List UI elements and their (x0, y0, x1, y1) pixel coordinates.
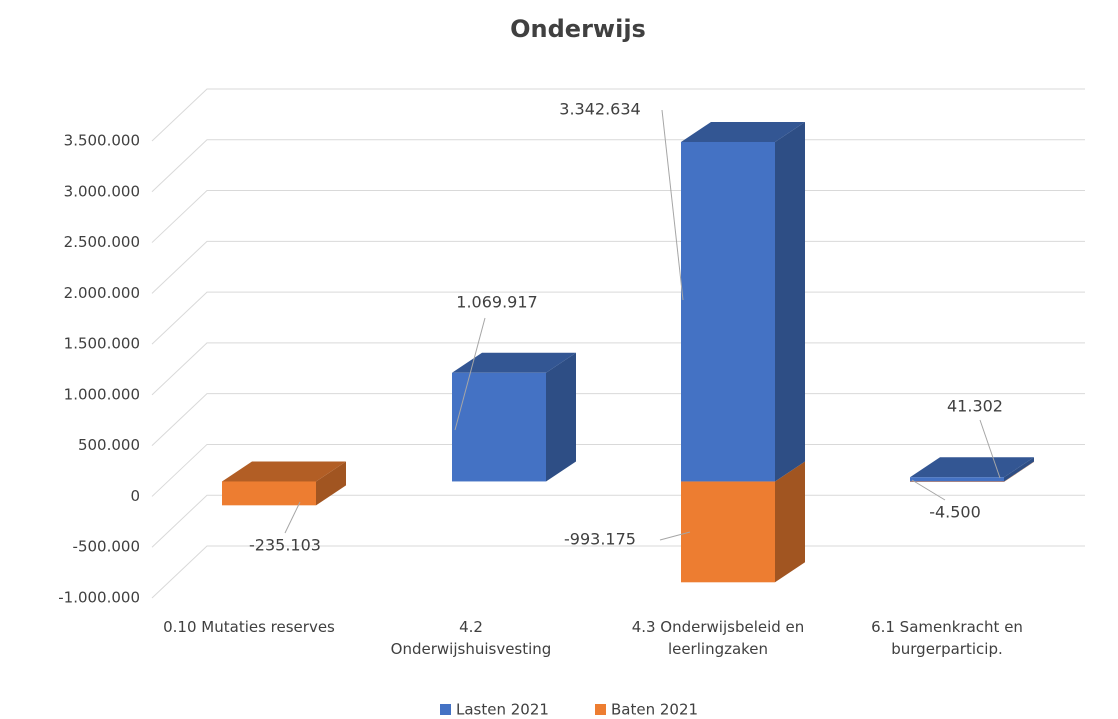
value-label: 1.069.917 (456, 293, 537, 312)
x-tick-label: 6.1 Samenkracht en burgerparticip. (871, 618, 1023, 658)
grid-line (151, 240, 1085, 294)
grid-line (151, 291, 1085, 345)
bar (910, 481, 1004, 482)
bar-side (316, 461, 346, 506)
grid-line (151, 342, 1085, 396)
grid-line (151, 139, 1085, 193)
bar (681, 141, 775, 482)
leader-line (661, 109, 684, 301)
bar (681, 481, 775, 583)
legend-swatch (440, 704, 451, 715)
y-tick-label: 1.000.000 (64, 385, 140, 403)
y-tick-label: -500.000 (73, 538, 140, 556)
bar-top (681, 121, 805, 142)
bar-side (1004, 461, 1034, 482)
bar-side (775, 461, 805, 583)
bar (910, 477, 1004, 482)
grid-line (151, 393, 1085, 447)
y-tick-label: 3.500.000 (64, 132, 140, 150)
bar-top (452, 352, 576, 373)
grid-line (151, 190, 1085, 243)
x-tick-label: 4.3 Onderwijsbeleid en leerlingzaken (631, 618, 805, 658)
y-tick-label: 500.000 (78, 436, 140, 454)
chart-title: Onderwijs (510, 15, 646, 43)
y-tick-label: 1.500.000 (64, 335, 140, 353)
leader-line (979, 419, 1001, 479)
x-tick-label: 4.2 Onderwijshuisvesting (390, 618, 552, 658)
bar-side (546, 352, 576, 482)
bar-top (910, 457, 1034, 478)
value-label: 41.302 (947, 397, 1003, 416)
bar-side (1004, 457, 1034, 482)
y-tick-label: 0 (130, 487, 140, 505)
y-tick-label: 2.000.000 (64, 284, 140, 302)
y-tick-label: 2.500.000 (64, 233, 140, 251)
value-label: -993.175 (564, 530, 636, 549)
leader-line (454, 317, 486, 431)
y-tick-label: 3.000.000 (64, 182, 140, 200)
value-label: 3.342.634 (559, 100, 640, 119)
y-tick-label: -1.000.000 (58, 589, 140, 607)
value-label: -235.103 (249, 536, 321, 555)
x-tick-label: 0.10 Mutaties reserves (163, 618, 335, 636)
bar (222, 481, 316, 506)
leader-line (659, 531, 691, 541)
legend-label: Baten 2021 (611, 701, 698, 719)
grid-line (151, 88, 1085, 142)
leader-line (284, 501, 301, 534)
leader-line (911, 479, 946, 501)
value-label: -4.500 (929, 503, 981, 522)
bar-side (775, 121, 805, 482)
legend-label: Lasten 2021 (456, 701, 549, 719)
legend-swatch (595, 704, 606, 715)
bar-top (222, 461, 346, 482)
bar (452, 372, 546, 482)
